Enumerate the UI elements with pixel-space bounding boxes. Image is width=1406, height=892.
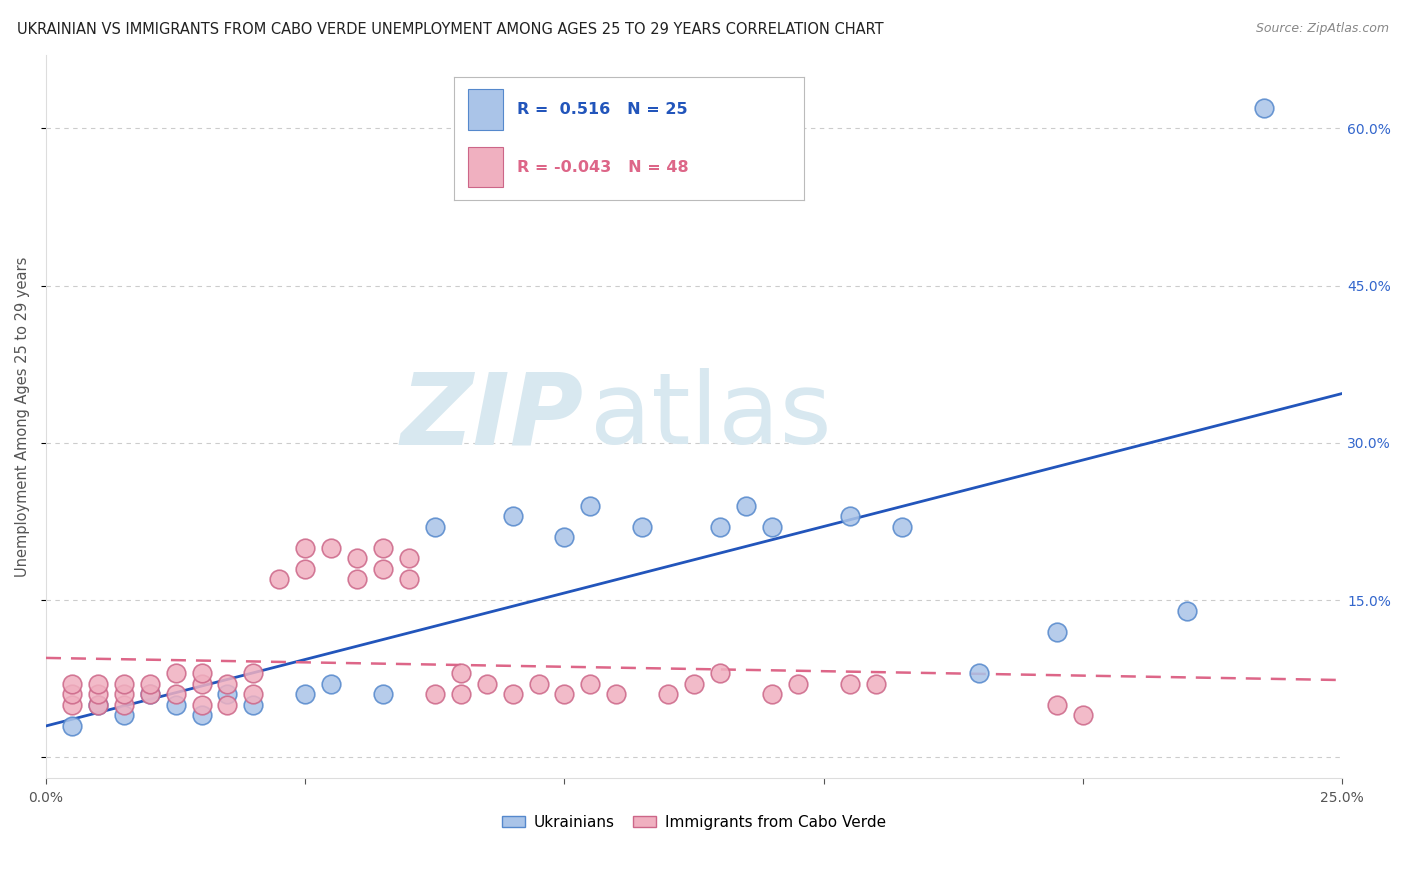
Point	[450, 666, 472, 681]
Point	[631, 519, 654, 533]
Point	[294, 561, 316, 575]
Point	[87, 677, 110, 691]
Point	[60, 719, 83, 733]
Point	[217, 698, 239, 712]
Point	[371, 541, 394, 555]
Point	[1071, 708, 1094, 723]
Point	[190, 708, 212, 723]
Point	[865, 677, 887, 691]
Point	[190, 677, 212, 691]
Point	[190, 666, 212, 681]
Point	[138, 687, 160, 701]
Text: ZIP: ZIP	[401, 368, 583, 466]
Point	[969, 666, 991, 681]
Text: atlas: atlas	[591, 368, 832, 466]
Point	[579, 499, 602, 513]
Point	[294, 541, 316, 555]
Point	[60, 698, 83, 712]
Point	[60, 687, 83, 701]
Point	[1253, 101, 1275, 115]
Point	[87, 698, 110, 712]
Point	[502, 687, 524, 701]
Point	[1175, 603, 1198, 617]
Point	[838, 509, 860, 524]
Point	[138, 687, 160, 701]
Point	[371, 687, 394, 701]
Text: UKRAINIAN VS IMMIGRANTS FROM CABO VERDE UNEMPLOYMENT AMONG AGES 25 TO 29 YEARS C: UKRAINIAN VS IMMIGRANTS FROM CABO VERDE …	[17, 22, 883, 37]
Point	[242, 666, 264, 681]
Point	[321, 541, 343, 555]
Point	[190, 698, 212, 712]
Point	[112, 708, 135, 723]
Point	[735, 499, 758, 513]
Point	[217, 677, 239, 691]
Point	[112, 677, 135, 691]
Point	[527, 677, 550, 691]
Point	[87, 687, 110, 701]
Point	[346, 551, 368, 566]
Point	[838, 677, 860, 691]
Point	[87, 698, 110, 712]
Point	[398, 572, 420, 586]
Point	[657, 687, 679, 701]
Point	[398, 551, 420, 566]
Point	[423, 687, 446, 701]
Point	[553, 687, 575, 701]
Point	[605, 687, 627, 701]
Point	[786, 677, 808, 691]
Point	[371, 561, 394, 575]
Point	[553, 530, 575, 544]
Point	[269, 572, 291, 586]
Point	[321, 677, 343, 691]
Point	[709, 666, 731, 681]
Point	[138, 677, 160, 691]
Point	[475, 677, 498, 691]
Point	[217, 687, 239, 701]
Point	[242, 698, 264, 712]
Point	[579, 677, 602, 691]
Point	[761, 519, 783, 533]
Point	[761, 687, 783, 701]
Y-axis label: Unemployment Among Ages 25 to 29 years: Unemployment Among Ages 25 to 29 years	[15, 257, 30, 577]
Text: Source: ZipAtlas.com: Source: ZipAtlas.com	[1256, 22, 1389, 36]
Point	[165, 666, 187, 681]
Point	[423, 519, 446, 533]
Point	[890, 519, 912, 533]
Point	[346, 572, 368, 586]
Legend: Ukrainians, Immigrants from Cabo Verde: Ukrainians, Immigrants from Cabo Verde	[496, 808, 893, 836]
Point	[60, 677, 83, 691]
Point	[242, 687, 264, 701]
Point	[165, 698, 187, 712]
Point	[709, 519, 731, 533]
Point	[112, 687, 135, 701]
Point	[1046, 698, 1069, 712]
Point	[165, 687, 187, 701]
Point	[112, 698, 135, 712]
Point	[450, 687, 472, 701]
Point	[502, 509, 524, 524]
Point	[294, 687, 316, 701]
Point	[683, 677, 706, 691]
Point	[1046, 624, 1069, 639]
